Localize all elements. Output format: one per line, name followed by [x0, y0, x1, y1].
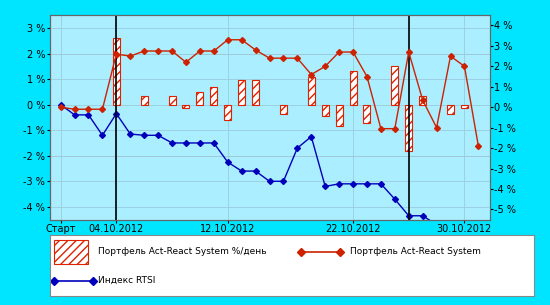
Bar: [405, 105, 412, 151]
Text: Портфель Act-React System: Портфель Act-React System: [350, 247, 481, 257]
Bar: [364, 105, 371, 123]
Bar: [196, 92, 204, 105]
Bar: [113, 38, 120, 105]
Bar: [461, 105, 468, 109]
Bar: [238, 81, 245, 105]
Bar: [392, 66, 398, 105]
Bar: [280, 105, 287, 113]
Bar: [308, 77, 315, 105]
Bar: [419, 96, 426, 105]
Bar: [224, 105, 231, 120]
Bar: [183, 105, 189, 109]
Bar: [210, 87, 217, 105]
Bar: [336, 105, 343, 126]
Text: Портфель Act-React System %/день: Портфель Act-React System %/день: [98, 247, 267, 257]
Bar: [168, 96, 175, 105]
Text: Индекс RTSI: Индекс RTSI: [98, 276, 155, 285]
Bar: [322, 105, 329, 116]
Bar: [141, 96, 147, 105]
Bar: [252, 81, 259, 105]
Bar: [350, 71, 356, 105]
Bar: [447, 105, 454, 113]
Bar: [54, 240, 88, 264]
